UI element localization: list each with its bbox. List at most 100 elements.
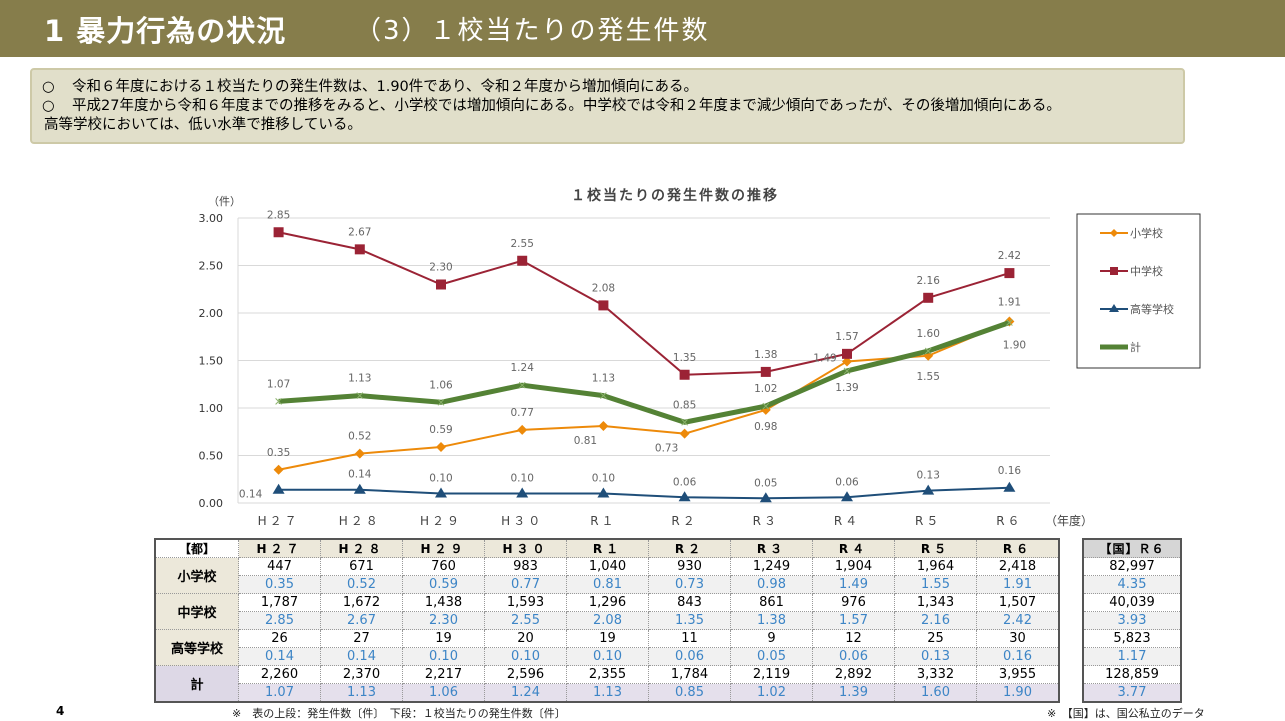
table-row: 1.17 <box>1082 647 1182 666</box>
count-cell: 1,787 <box>238 593 321 612</box>
data-label: 1.49 <box>813 352 836 364</box>
legend-label: 小学校 <box>1130 226 1163 240</box>
data-point-x <box>1006 319 1013 326</box>
summary-line: 高等学校においては、低い水準で推移している。 <box>44 117 362 133</box>
rate-cell: 2.55 <box>484 611 567 630</box>
data-label: 0.14 <box>348 469 372 481</box>
count-cell: 1,593 <box>484 593 567 612</box>
x-tick-label: R６ <box>996 514 1022 528</box>
rate-cell: 0.14 <box>238 647 321 666</box>
data-label: 0.81 <box>574 435 597 447</box>
legend-label: 中学校 <box>1130 264 1163 278</box>
data-label: 1.90 <box>1003 340 1026 352</box>
data-point-x <box>762 402 770 410</box>
data-point-triangle <box>922 484 935 495</box>
chart-title: １校当たりの発生件数の推移 <box>571 187 779 204</box>
data-point-square <box>436 279 446 290</box>
national-count-cell: 40,039 <box>1082 593 1182 612</box>
rate-cell: 0.06 <box>648 647 731 666</box>
column-header: R３ <box>730 538 813 558</box>
table-row-rates: 2.85 2.67 2.30 2.55 2.08 1.35 1.38 1.57 2.16 2.42 <box>155 611 1060 630</box>
series-line-1 <box>278 231 1010 376</box>
count-cell: 2,119 <box>730 665 813 684</box>
column-header: R６ <box>976 538 1060 558</box>
count-cell: 1,438 <box>402 593 485 612</box>
count-cell: 930 <box>648 557 731 576</box>
table-row: 5,823 <box>1082 629 1182 648</box>
count-cell: 25 <box>894 629 977 648</box>
rate-cell: 0.10 <box>484 647 567 666</box>
x-tick-label: R２ <box>671 514 697 528</box>
data-label: 0.16 <box>998 465 1022 477</box>
column-header: H３０ <box>484 538 567 558</box>
rate-cell: 0.13 <box>894 647 977 666</box>
count-cell: 3,332 <box>894 665 977 684</box>
rate-cell: 1.55 <box>894 575 977 594</box>
count-cell: 19 <box>402 629 485 648</box>
data-label: 0.06 <box>673 476 697 488</box>
national-count-cell: 128,859 <box>1082 665 1182 684</box>
rate-cell: 0.85 <box>648 683 731 703</box>
data-point-x <box>518 381 526 389</box>
data-point-triangle <box>353 483 366 494</box>
x-tick-label: R１ <box>590 514 616 528</box>
y-tick-label: 1.00 <box>199 402 224 415</box>
table-row-rates: 0.14 0.14 0.10 0.10 0.10 0.06 0.05 0.06 0.13 0.16 <box>155 647 1060 666</box>
data-label: 2.08 <box>592 282 615 294</box>
data-label: 2.30 <box>429 262 452 274</box>
table-row: 4.35 <box>1082 575 1182 594</box>
rate-cell: 0.98 <box>730 575 813 594</box>
rate-cell: 2.85 <box>238 611 321 630</box>
count-cell: 1,964 <box>894 557 977 576</box>
data-point-x <box>437 398 445 406</box>
count-cell: 2,596 <box>484 665 567 684</box>
data-label: 1.57 <box>835 331 858 343</box>
table-row: 3.77 <box>1082 683 1182 703</box>
data-label: 1.91 <box>998 297 1021 309</box>
national-note: ※ 【国】は、国公私立のデータ <box>1047 707 1205 720</box>
rate-cell: 1.39 <box>812 683 895 703</box>
data-point-triangle <box>1003 481 1016 492</box>
rate-cell: 1.60 <box>894 683 977 703</box>
table-row-rates: 0.35 0.52 0.59 0.77 0.81 0.73 0.98 1.49 1.55 1.91 <box>155 575 1060 594</box>
count-cell: 1,672 <box>320 593 403 612</box>
row-label: 小学校 <box>154 557 239 594</box>
column-header: R４ <box>812 538 895 558</box>
x-tick-label: H２８ <box>339 514 381 528</box>
data-label: 1.38 <box>754 349 777 361</box>
data-label: 0.77 <box>511 407 534 419</box>
data-label: 0.98 <box>754 421 777 433</box>
data-point-diamond <box>598 421 609 432</box>
column-header: R１ <box>566 538 649 558</box>
subsection-title: （3）１校当たりの発生件数 <box>355 16 710 46</box>
data-label: 1.55 <box>917 371 940 383</box>
data-point-triangle <box>597 487 610 498</box>
data-point-x <box>275 397 282 405</box>
count-cell: 2,418 <box>976 557 1060 576</box>
rate-cell: 2.30 <box>402 611 485 630</box>
legend-label: 計 <box>1130 340 1141 354</box>
table-corner-label: 【都】 <box>154 538 239 558</box>
count-cell: 2,217 <box>402 665 485 684</box>
row-label: 中学校 <box>154 593 239 630</box>
rate-cell: 0.59 <box>402 575 485 594</box>
rate-cell: 1.07 <box>238 683 321 703</box>
national-table: 【国】Ｒ６ 82,997 4.35 40,039 3.93 5,823 1.17 128,8… <box>1082 538 1182 703</box>
rate-cell: 2.08 <box>566 611 649 630</box>
data-label: 0.85 <box>673 399 696 411</box>
rate-cell: 2.42 <box>976 611 1060 630</box>
count-cell: 11 <box>648 629 731 648</box>
national-rate-cell: 3.77 <box>1082 683 1182 703</box>
data-label: 0.10 <box>429 473 452 485</box>
section-title: 1 暴力行為の状況 <box>44 14 287 48</box>
rate-cell: 0.10 <box>566 647 649 666</box>
count-cell: 2,892 <box>812 665 895 684</box>
data-label: 1.24 <box>511 362 535 374</box>
rate-cell: 1.49 <box>812 575 895 594</box>
data-point-triangle <box>841 491 853 502</box>
count-cell: 2,260 <box>238 665 321 684</box>
line-chart: １校当たりの発生件数の推移 （件） （年度） 0.00 0.50 1.00 1.50 2… <box>199 187 1201 528</box>
count-cell: 976 <box>812 593 895 612</box>
national-count-cell: 82,997 <box>1082 557 1182 576</box>
y-tick-label: 2.50 <box>199 260 224 273</box>
